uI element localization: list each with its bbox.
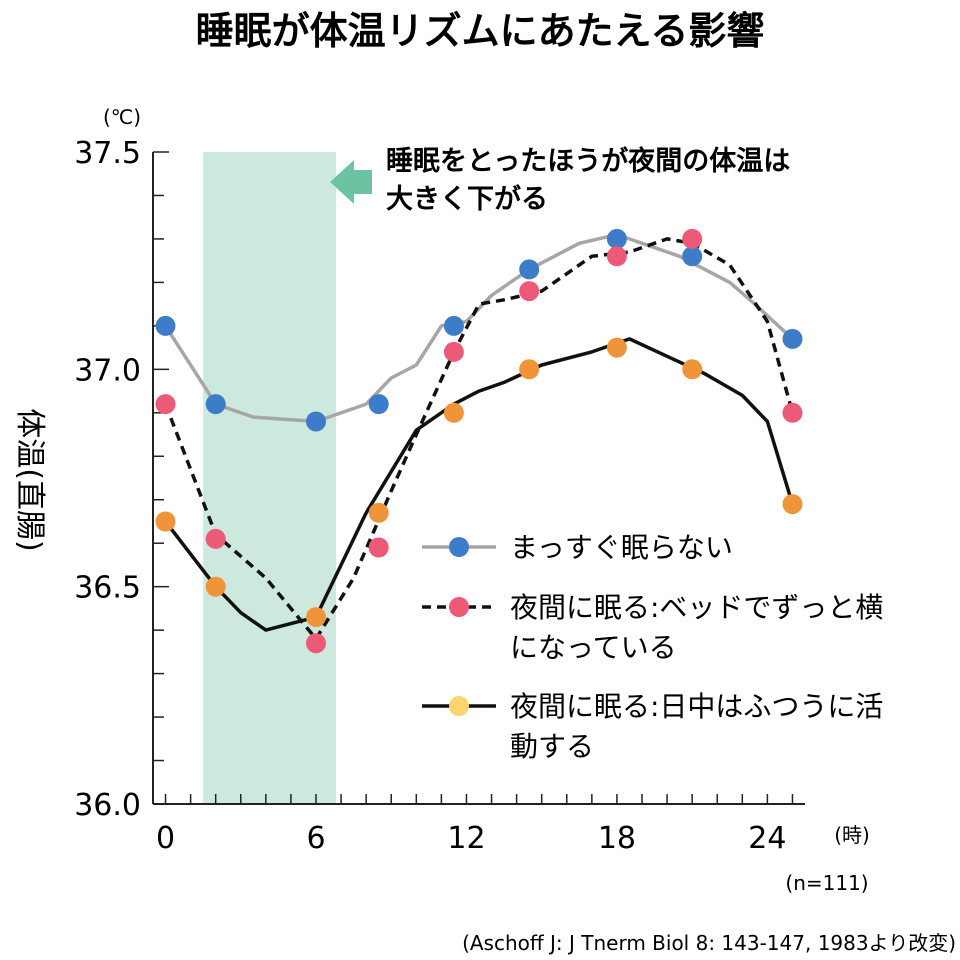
series-markers-1 [155,228,803,654]
series-1 [163,237,795,641]
data-point [205,394,226,415]
data-point [606,228,627,249]
data-point [368,502,389,523]
legend-item-no-sleep: まっすぐ眠らない [422,531,733,564]
legend-label-no-sleep: まっすぐ眠らない [510,531,733,564]
x-tick-label: 18 [598,821,636,856]
data-point [519,359,540,380]
data-point [519,281,540,302]
legend-item-sleep-bed: 夜間に眠る:ベッドでずっと横になっている [422,591,883,664]
data-point [155,394,176,415]
series-line [163,237,795,641]
y-tick-label: 37.0 [74,353,141,388]
data-point [782,402,803,423]
data-point [205,528,226,549]
data-point [306,633,326,654]
data-point [782,328,803,349]
annotation-arrow [330,160,372,204]
series-2 [164,337,795,632]
legend-marker-no-sleep [449,537,469,557]
data-point [443,341,464,362]
data-point [606,337,627,358]
series-layer [155,228,803,654]
y-axis-title-text: 体温(直腸) [12,408,47,551]
data-point [782,494,803,515]
y-unit-label: (℃) [103,105,141,129]
data-point [205,576,226,597]
y-tick-label: 37.5 [74,136,141,171]
legend-marker-sleep-bed [449,597,469,617]
legend-marker-sleep-active [449,696,469,716]
chart-title: 睡眠が体温リズムにあたえる影響 [196,9,765,53]
data-point [306,411,326,432]
x-tick-label: 24 [748,821,786,856]
data-point [682,228,703,249]
y-tick-label: 36.5 [74,571,141,606]
data-point [682,359,703,380]
x-tick-label: 12 [447,821,485,856]
data-point [519,259,540,280]
legend-label-sleep-active: 夜間に眠る:日中はふつうに活動する [510,690,883,763]
axes: 36.0 36.5 37.0 37.5 0 6 12 18 24 [74,136,805,856]
y-axis-title: 体温(直腸) [12,408,47,551]
legend-item-sleep-active: 夜間に眠る:日中はふつうに活動する [422,690,883,763]
series-markers-0 [155,228,803,432]
series-line [164,337,795,632]
sleep-period-band [203,152,337,804]
x-tick-label: 0 [156,821,175,856]
annotation-line-2: 大きく下がる [386,183,548,215]
legend-label-sleep-bed-line: 夜間に眠る:ベッドでずっと横 [510,591,883,624]
data-point [443,315,464,336]
y-tick-label: 36.0 [74,788,141,823]
sample-size-note: (n=111) [785,871,868,895]
source-citation: (Aschoff J: J Tnerm Biol 8: 143-147, 198… [462,931,956,955]
annotation: 睡眠をとったほうが夜間の体温は 大きく下がる [330,145,790,215]
data-point [155,315,176,336]
data-point [368,394,389,415]
legend-label-sleep-active-line: 動する [510,730,594,763]
annotation-line-1: 睡眠をとったほうが夜間の体温は [386,145,790,177]
legend: まっすぐ眠らない 夜間に眠る:ベッドでずっと横になっている 夜間に眠る:日中はふ… [422,531,883,763]
legend-label-sleep-bed: 夜間に眠る:ベッドでずっと横になっている [510,591,883,664]
data-point [682,246,703,267]
data-point [306,607,326,628]
data-point [155,511,176,532]
data-point [443,402,464,423]
x-tick-label: 6 [306,821,325,856]
data-point [606,246,627,267]
x-unit-label: (時) [834,823,870,847]
series-markers-2 [155,337,803,628]
legend-label-sleep-bed-line: になっている [510,631,677,664]
legend-label-sleep-active-line: 夜間に眠る:日中はふつうに活 [510,690,883,723]
data-point [368,537,389,558]
